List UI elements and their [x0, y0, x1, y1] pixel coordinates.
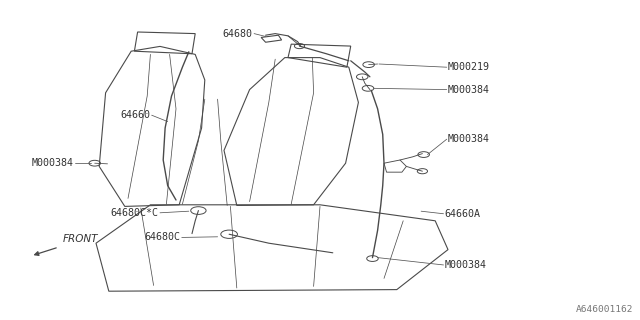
- Text: 64660A: 64660A: [445, 209, 481, 219]
- Text: 64680: 64680: [223, 28, 253, 39]
- Text: 64680C: 64680C: [145, 232, 180, 243]
- Text: M000384: M000384: [448, 134, 490, 144]
- Text: M000384: M000384: [445, 260, 487, 270]
- Text: 64660: 64660: [120, 110, 150, 120]
- Text: M000219: M000219: [448, 62, 490, 72]
- Text: 64680C*C: 64680C*C: [111, 208, 159, 218]
- Text: A646001162: A646001162: [576, 305, 634, 314]
- Text: M000384: M000384: [31, 158, 74, 168]
- Text: M000384: M000384: [448, 84, 490, 95]
- Text: FRONT: FRONT: [63, 234, 98, 244]
